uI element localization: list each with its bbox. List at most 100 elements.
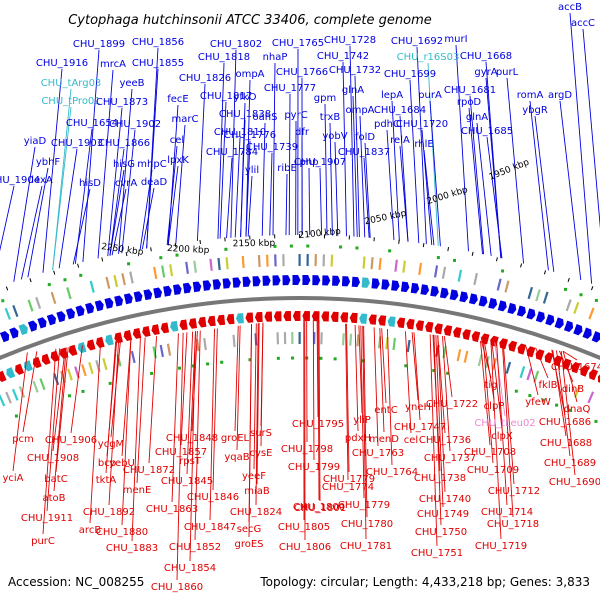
reverse-gene-label: CHU_1906: [45, 435, 97, 446]
reverse-gene-label: CHU_1714: [481, 507, 533, 518]
kbp-tick-mark: [567, 277, 570, 282]
cog-stripe-forward: [535, 289, 541, 302]
reverse-leader-line: [253, 323, 257, 470]
reverse-gene-label: CHU_1781: [340, 541, 392, 552]
forward-leader-line: [534, 115, 555, 272]
reverse-gene-arrow: [188, 318, 198, 329]
reverse-leader-line: [496, 342, 508, 506]
reverse-gene-label: yneH: [405, 402, 431, 413]
gc-dot-outer: [594, 298, 598, 302]
reverse-gene-arrow: [245, 312, 254, 323]
gc-dot-inner: [14, 414, 18, 418]
forward-gene-label: hisD: [79, 178, 101, 189]
reverse-gene-label: miaB: [244, 486, 270, 497]
reverse-gene-arrow: [235, 313, 244, 324]
cog-stripe-forward: [573, 301, 580, 314]
forward-gene-label: trxB: [320, 112, 341, 123]
forward-leader-line: [269, 152, 273, 236]
reverse-gene-label: tig: [484, 380, 497, 391]
forward-gene-label: CHU_tPro01: [41, 96, 100, 107]
forward-gene-label: argD: [548, 90, 572, 101]
forward-gene-label: purL: [496, 67, 519, 78]
forward-gene-arrow: [75, 305, 85, 317]
forward-leader-line: [391, 100, 400, 241]
reverse-gene-label: groEL: [221, 433, 250, 444]
reverse-gene-label: CHU_1799: [288, 462, 340, 473]
cog-stripe-forward: [129, 271, 134, 284]
forward-leader-line: [288, 93, 291, 236]
forward-leader-line: [342, 61, 347, 237]
forward-gene-label: mrcA: [100, 59, 126, 70]
forward-gene-arrow: [123, 293, 133, 305]
forward-leader-line: [486, 136, 503, 259]
reverse-gene-arrow: [517, 343, 527, 355]
forward-gene-label: CHU_1654: [66, 118, 118, 129]
reverse-gene-label: CHU_tLeu02: [474, 418, 535, 429]
reverse-leader-line: [560, 350, 576, 476]
forward-gene-label: mhpC: [137, 159, 166, 170]
reverse-leader-line: [502, 343, 515, 485]
reverse-gene-arrow: [292, 311, 301, 322]
reverse-gene-arrow: [273, 311, 282, 322]
cog-stripe-reverse: [519, 366, 526, 379]
forward-gene-label: CHU_1728: [324, 35, 376, 46]
forward-gene-arrow: [56, 311, 66, 323]
forward-gene-arrow: [292, 275, 301, 286]
reverse-leader-line: [131, 338, 141, 542]
forward-gene-label: CHU_1685: [461, 126, 513, 137]
forward-gene-label: CHU_1766: [276, 67, 328, 78]
reverse-gene-label: CHU_1774: [322, 482, 374, 493]
reverse-leader-line: [491, 342, 503, 430]
cog-stripe-reverse: [232, 334, 236, 348]
reverse-gene-arrow: [396, 317, 406, 329]
kbp-layer: 1950 kbp 2000 kbp 2050 kbp 2100 kbp 2150 kbp…: [5, 157, 594, 291]
forward-gene-arrow: [351, 276, 361, 288]
reverse-gene-arrow: [535, 349, 545, 361]
forward-leader-line: [121, 129, 136, 254]
cog-stripe-forward: [217, 257, 221, 271]
forward-gene-label: CHU_1802: [210, 39, 262, 50]
forward-gene-label: gpm: [314, 93, 336, 104]
reverse-gene-label: clpX: [491, 431, 513, 442]
forward-leader-line: [529, 100, 549, 271]
reverse-gene-label: cel: [404, 435, 418, 446]
kbp-tick-label: 2100 kbp: [298, 227, 342, 241]
reverse-gene-arrow: [359, 313, 368, 324]
reverse-gene-arrow: [151, 324, 160, 336]
cog-stripe-forward: [89, 280, 95, 293]
reverse-leader-line: [442, 335, 451, 452]
reverse-gene-label: CHU_1749: [417, 509, 469, 520]
cog-stripe-reverse: [533, 370, 540, 383]
gc-dot-inner: [594, 419, 598, 423]
forward-gene-arrow: [94, 300, 104, 312]
reverse-gene-label: yliP: [353, 415, 371, 426]
reverse-gene-arrow: [41, 353, 51, 365]
reverse-gene-arrow: [160, 322, 170, 334]
forward-gene-label: CHU_1899: [73, 39, 125, 50]
reverse-gene-arrow: [264, 311, 273, 322]
forward-leader-line: [427, 62, 439, 246]
forward-gene-label: deaD: [141, 177, 168, 188]
forward-leader-line: [399, 145, 409, 242]
cog-stripe-reverse: [587, 391, 595, 404]
reverse-gene-arrow: [15, 363, 25, 375]
cog-stripe-forward: [161, 265, 166, 278]
cog-stripe-forward: [241, 255, 245, 269]
forward-gene-label: ylil: [245, 165, 259, 176]
cog-stripe-reverse: [356, 334, 360, 347]
cog-stripe-reverse: [574, 385, 581, 398]
reverse-leader-line: [490, 342, 502, 540]
reverse-gene-arrow: [526, 346, 536, 358]
cog-stripe-forward: [35, 296, 42, 309]
reverse-leader-line: [236, 325, 241, 451]
forward-gene-arrow: [341, 276, 351, 287]
forward-leader-line: [476, 122, 492, 256]
forward-gene-arrow: [582, 327, 592, 339]
gc-dot-outer: [273, 244, 277, 248]
forward-leader-line: [469, 95, 485, 255]
cog-stripe-forward: [527, 286, 534, 300]
gc-dot-outer: [175, 253, 179, 257]
forward-gene-arrow: [133, 291, 143, 303]
forward-leader-line: [230, 49, 237, 238]
reverse-leader-line: [317, 320, 320, 501]
